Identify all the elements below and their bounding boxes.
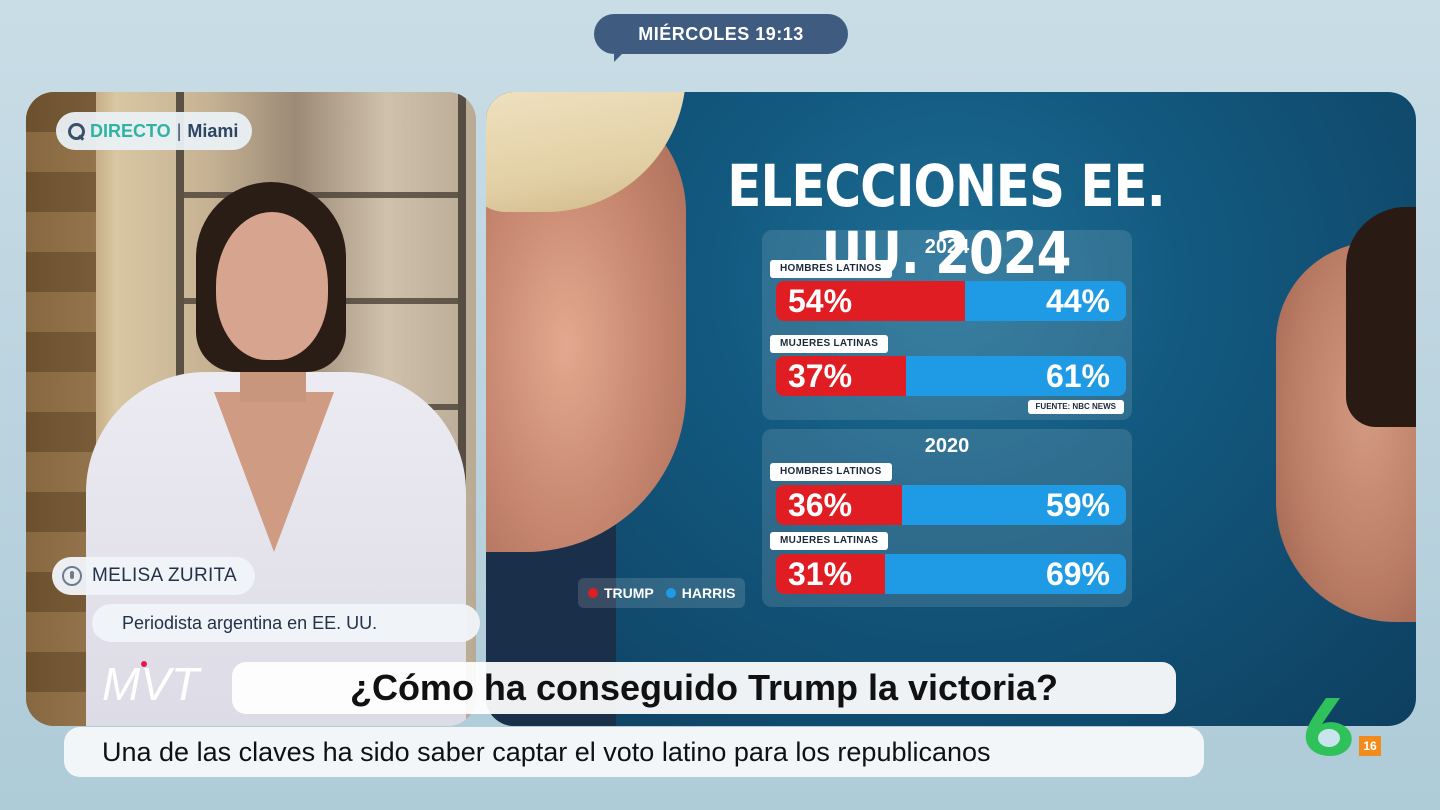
subline-text: Una de las claves ha sido saber captar e… <box>102 736 991 767</box>
chart-legend: TRUMP HARRIS <box>578 578 746 608</box>
legend-dot-harris <box>665 588 676 598</box>
headline-banner: ¿Cómo ha conseguido Trump la victoria? <box>232 662 1176 714</box>
chart-title: ELECCIONES EE. UU. 2024 <box>727 153 1165 287</box>
show-logo-dot <box>141 661 147 667</box>
legend-label-trump: TRUMP <box>604 585 654 601</box>
election-graphic: ELECCIONES EE. UU. 2024 2024 HOMBRES LAT… <box>486 92 1416 726</box>
category-label: MUJERES LATINAS <box>770 532 889 550</box>
guest-role-tag: Periodista argentina en EE. UU. <box>92 604 480 642</box>
laSexta-6-logo-icon <box>1305 698 1352 756</box>
legend-label-harris: HARRIS <box>681 585 736 601</box>
headline-text: ¿Cómo ha conseguido Trump la victoria? <box>349 667 1059 708</box>
trump-bar-segment: 31% <box>776 554 885 594</box>
year-group-2020: 2020 HOMBRES LATINOS 36% 59% MUJERES LAT… <box>762 429 1132 607</box>
subline-banner: Una de las claves ha sido saber captar e… <box>64 727 1204 777</box>
age-rating-badge: 16 <box>1359 736 1381 756</box>
stacked-bar: 54% 44% <box>776 281 1126 321</box>
show-logo-text: MVT <box>102 658 202 710</box>
harris-bar-segment: 59% <box>902 485 1126 525</box>
microphone-icon <box>62 566 82 586</box>
age-rating: 16 <box>1363 739 1377 753</box>
year-group-2024: 2024 HOMBRES LATINOS 54% 44% MUJERES LAT… <box>762 230 1132 420</box>
broadcast-time: MIÉRCOLES 19:13 <box>638 23 804 44</box>
trump-bar-segment: 37% <box>776 356 906 396</box>
trump-bar-segment: 54% <box>776 281 965 321</box>
harris-bar-segment: 61% <box>905 356 1126 396</box>
year-label: 2024 <box>924 236 970 258</box>
legend-item-harris: HARRIS <box>665 585 736 601</box>
legend-item-trump: TRUMP <box>588 585 654 601</box>
show-logo: MVT <box>102 658 202 710</box>
stacked-bar: 36% 59% <box>776 485 1126 525</box>
guest-name: MELISA ZURITA <box>92 565 238 586</box>
source-tag: FUENTE: NBC NEWS <box>1027 400 1124 414</box>
category-label: MUJERES LATINAS <box>770 335 889 353</box>
category-label: HOMBRES LATINOS <box>770 463 892 481</box>
harris-bar-segment: 69% <box>884 554 1126 594</box>
reporter-face <box>216 212 328 360</box>
stacked-bar: 37% 61% <box>776 356 1126 396</box>
year-label: 2020 <box>924 435 970 457</box>
live-status: DIRECTO <box>90 120 171 141</box>
live-location-tag: DIRECTO | Miami <box>56 112 253 150</box>
broadcast-time-pill: MIÉRCOLES 19:13 <box>594 14 848 62</box>
harris-bar-segment: 44% <box>965 281 1126 321</box>
search-icon <box>68 123 85 140</box>
trump-bar-segment: 36% <box>776 485 902 525</box>
live-location: Miami <box>187 120 239 141</box>
stacked-bar: 31% 69% <box>776 554 1126 594</box>
background-wood-panel <box>26 92 96 726</box>
category-label: HOMBRES LATINOS <box>770 260 892 278</box>
guest-name-tag: MELISA ZURITA <box>52 557 256 595</box>
legend-dot-trump <box>588 588 598 598</box>
live-separator: | <box>176 120 182 141</box>
harris-hair <box>1346 207 1416 427</box>
guest-role: Periodista argentina en EE. UU. <box>122 612 378 633</box>
